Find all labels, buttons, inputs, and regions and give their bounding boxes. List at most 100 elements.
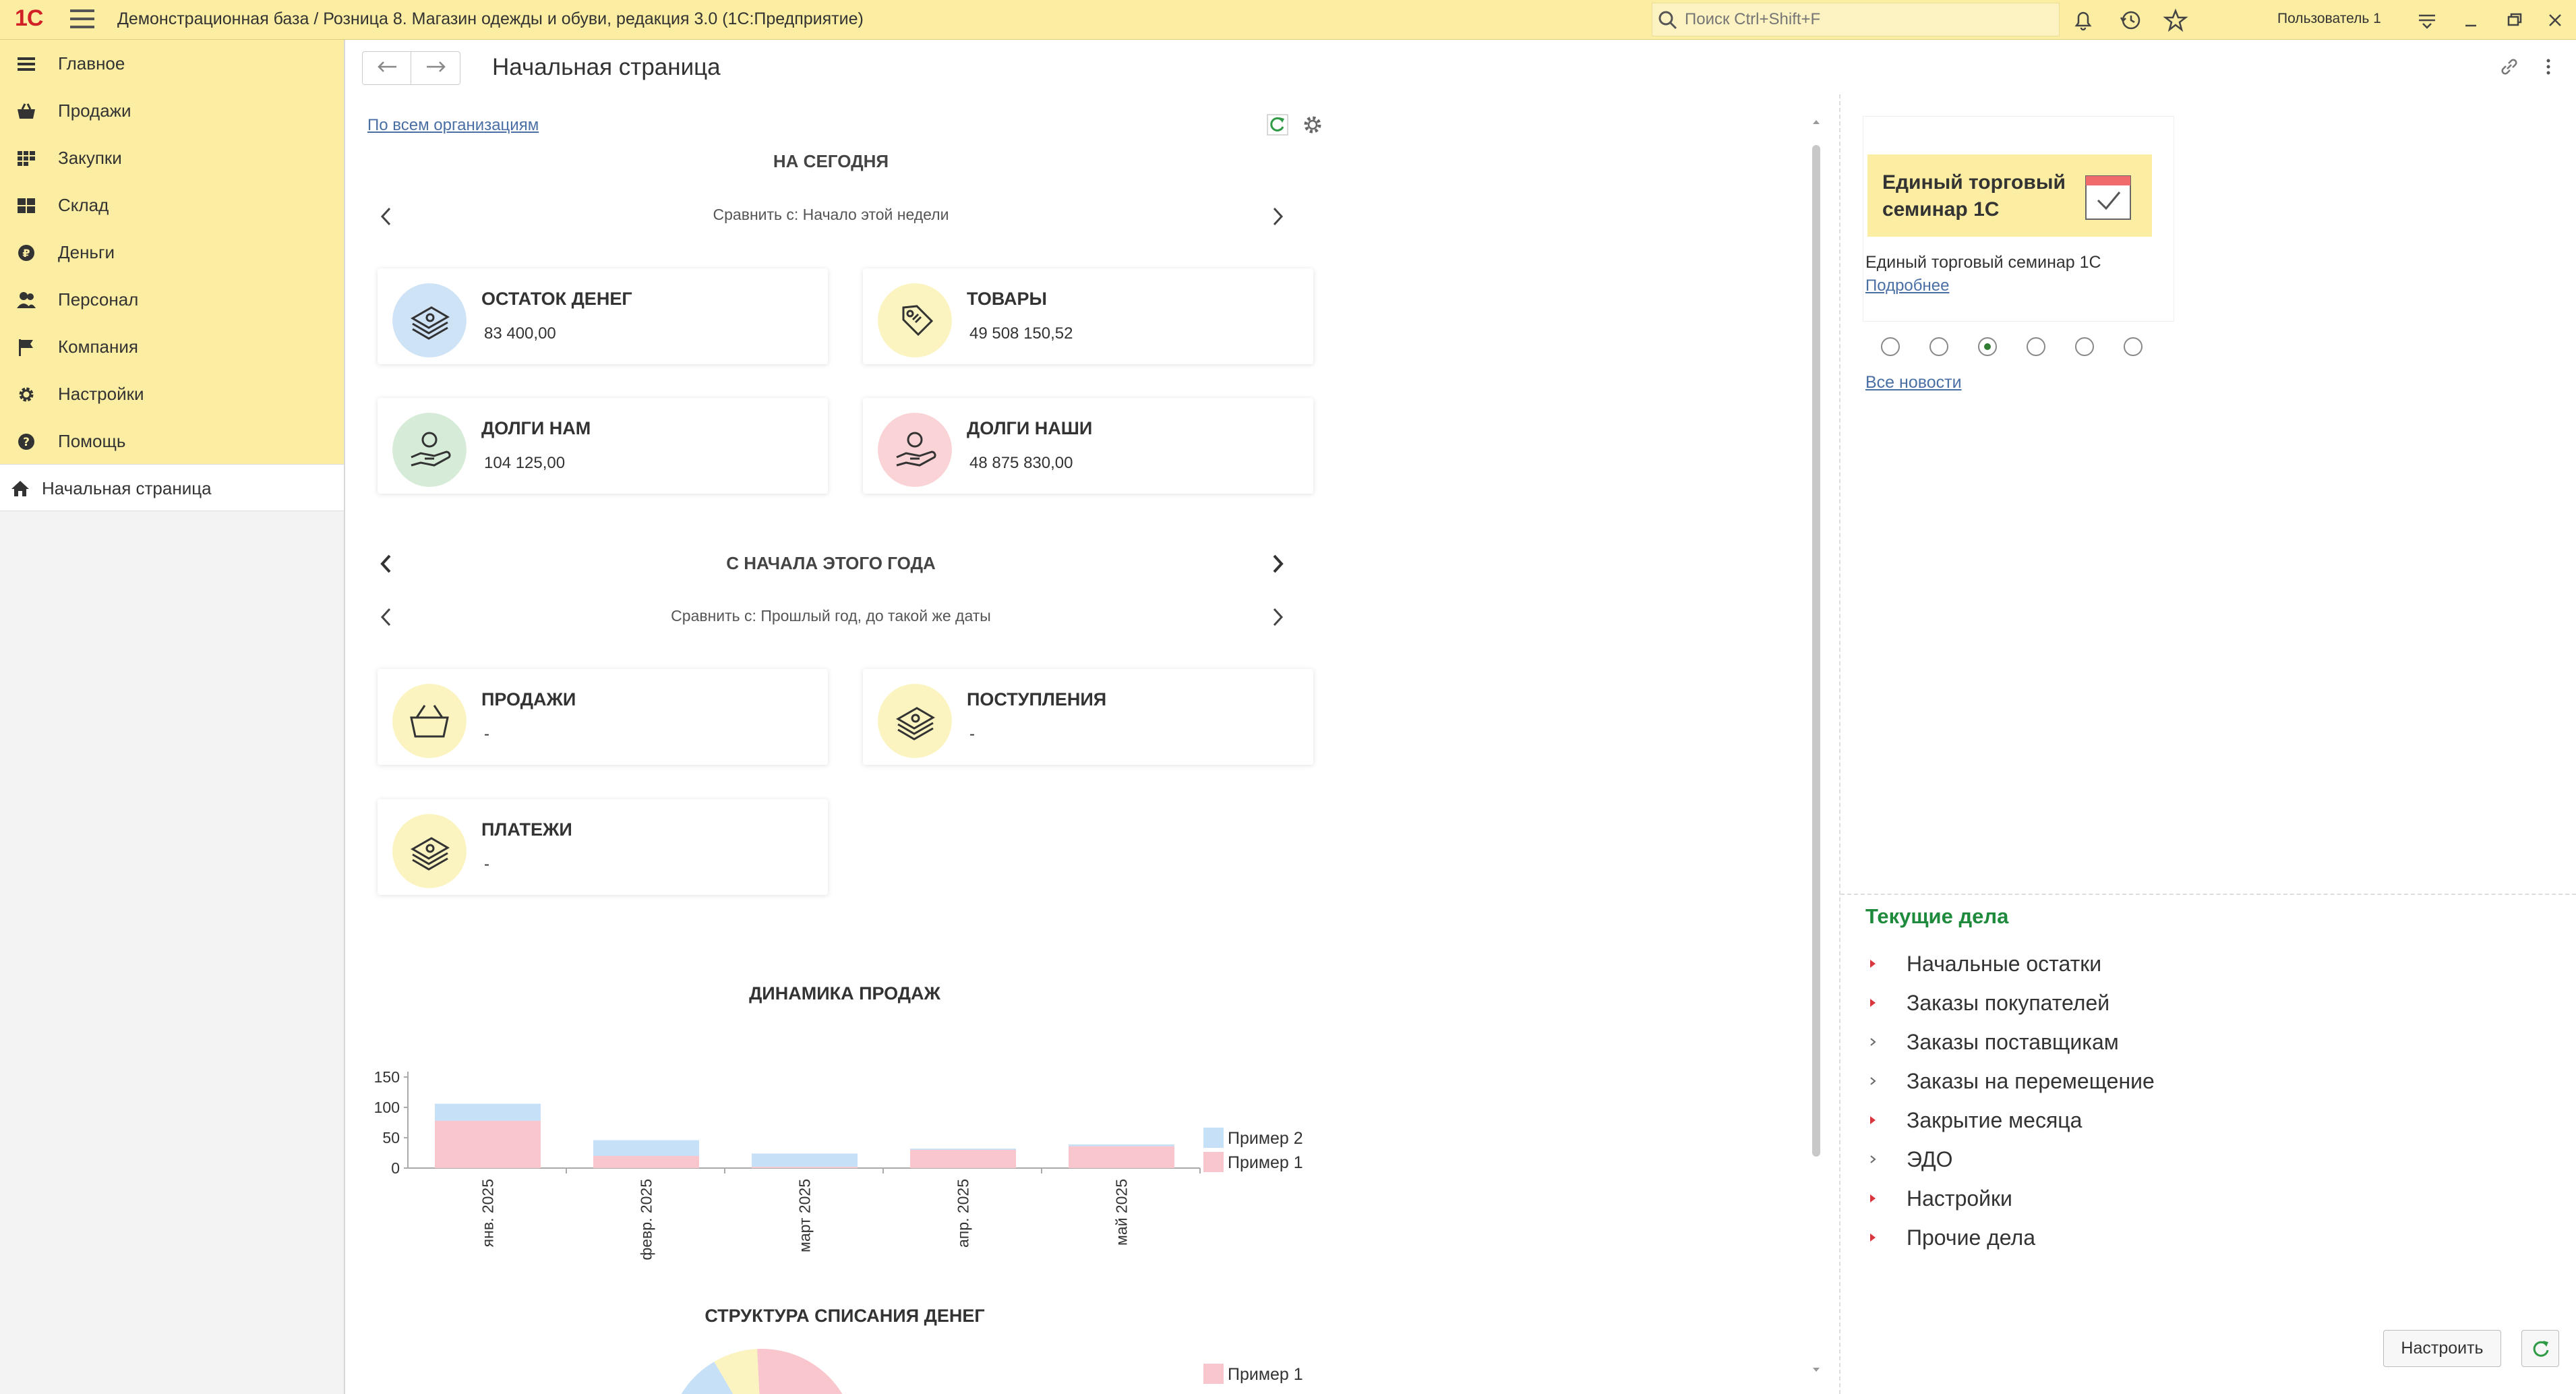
task-item[interactable]: Заказы на перемещение (1867, 1066, 2272, 1100)
main-menu-button[interactable] (70, 9, 94, 30)
task-item[interactable]: Заказы покупателей (1867, 988, 2272, 1022)
help-icon: ? (18, 434, 34, 450)
bar-Пример-2 (752, 1153, 858, 1167)
task-label: Настройки (1907, 1186, 2012, 1211)
task-item[interactable]: Настройки (1867, 1184, 2272, 1217)
x-tick-label: февр. 2025 (638, 1179, 655, 1260)
search-box[interactable] (1652, 3, 2060, 36)
money-stack-icon (878, 684, 952, 758)
carousel-dot[interactable] (2124, 337, 2143, 356)
chevron-right-icon[interactable] (1267, 552, 1288, 576)
link-icon[interactable] (2498, 55, 2521, 78)
sidebar-item-settings[interactable]: Настройки (0, 370, 344, 416)
main-scrollbar[interactable] (1810, 118, 1822, 1376)
sidebar-item-warehouse[interactable]: Склад (0, 181, 344, 227)
bar-Пример-2 (910, 1149, 1016, 1150)
arrow-right-icon (427, 61, 446, 72)
back-button[interactable] (363, 52, 411, 84)
legend-label: Пример 1 (1228, 1153, 1303, 1172)
chevron-right-icon[interactable] (1267, 204, 1288, 229)
refresh-icon (2533, 1341, 2549, 1357)
bell-icon[interactable] (2070, 7, 2097, 34)
hand-coin-icon (878, 413, 952, 487)
sidebar-item-personnel[interactable]: Персонал (0, 276, 344, 322)
sidebar-item-main[interactable]: Главное (0, 40, 344, 86)
sidebar-item-money[interactable]: ₽ Деньги (0, 229, 344, 274)
carousel-dot[interactable] (1881, 337, 1900, 356)
settings-lines-icon[interactable] (2414, 7, 2440, 34)
bar-Пример-1 (752, 1167, 858, 1168)
card-sales[interactable]: ПРОДАЖИ - (378, 669, 828, 765)
sidebar-item-sales[interactable]: Продажи (0, 87, 344, 133)
news-banner-title: Единый торговый семинар 1С (1882, 171, 2066, 221)
sidebar-item-help[interactable]: ? Помощь (0, 417, 344, 463)
compare-period-year[interactable]: Сравнить с: Прошлый год, до такой же дат… (671, 607, 991, 625)
title-bar: 1С Демонстрационная база / Розница 8. Ма… (0, 0, 2576, 40)
card-goods[interactable]: ТОВАРЫ 49 508 150,52 (863, 268, 1313, 364)
bar-Пример-1 (593, 1156, 699, 1168)
all-news-link[interactable]: Все новости (1865, 373, 1962, 392)
task-item[interactable]: Начальные остатки (1867, 949, 2272, 983)
pie-slice (681, 1362, 733, 1394)
panel-divider (1839, 94, 1840, 1394)
people-icon (17, 292, 36, 308)
carousel-dot[interactable] (1929, 337, 1948, 356)
card-payments[interactable]: ПЛАТЕЖИ - (378, 799, 828, 895)
close-icon[interactable] (2542, 7, 2569, 34)
task-item[interactable]: Закрытие месяца (1867, 1105, 2272, 1139)
news-more-link[interactable]: Подробнее (1865, 277, 1950, 295)
gear-icon[interactable] (1301, 113, 1324, 136)
news-banner[interactable]: Единый торговый семинар 1С (1867, 154, 2152, 237)
scroll-thumb[interactable] (1812, 145, 1820, 1157)
minimize-icon[interactable] (2457, 7, 2484, 34)
sidebar-item-purchases[interactable]: Закупки (0, 134, 344, 180)
refresh-icon[interactable] (1266, 113, 1289, 136)
bar-Пример-2 (435, 1103, 541, 1121)
restore-icon[interactable] (2501, 7, 2528, 34)
carousel-dot[interactable] (2027, 337, 2045, 356)
more-icon[interactable] (2542, 57, 2555, 77)
scroll-up-icon[interactable] (1811, 118, 1821, 126)
x-tick-label: апр. 2025 (955, 1179, 972, 1248)
task-label: Закрытие месяца (1907, 1108, 2083, 1132)
carousel-dot[interactable] (2075, 337, 2094, 356)
refresh-tasks-button[interactable] (2521, 1330, 2559, 1367)
card-receivables[interactable]: ДОЛГИ НАМ 104 125,00 (378, 398, 828, 494)
card-payables[interactable]: ДОЛГИ НАШИ 48 875 830,00 (863, 398, 1313, 494)
chevron-left-icon[interactable] (376, 204, 396, 229)
task-item[interactable]: Заказы поставщикам (1867, 1027, 2272, 1061)
user-name[interactable]: Пользователь 1 (2277, 11, 2381, 26)
configure-button[interactable]: Настроить (2383, 1330, 2501, 1367)
news-card[interactable]: Единый торговый семинар 1С (1863, 116, 2174, 322)
compare-period-today[interactable]: Сравнить с: Начало этой недели (713, 206, 949, 223)
star-icon[interactable] (2162, 7, 2189, 34)
sidebar-item-company[interactable]: Компания (0, 323, 344, 369)
organizations-link[interactable]: По всем организациям (367, 116, 539, 134)
task-item[interactable]: Прочие дела (1867, 1223, 2272, 1256)
forward-button[interactable] (412, 52, 460, 84)
sidebar-item-home[interactable]: Начальная страница (0, 464, 344, 511)
search-input[interactable] (1683, 9, 2047, 30)
task-item[interactable]: ЭДО (1867, 1144, 2272, 1178)
card-title: ТОВАРЫ (967, 289, 1047, 309)
cash-write-off-chart: Пример 1 (681, 1349, 1303, 1394)
card-title: ОСТАТОК ДЕНЕГ (481, 289, 632, 309)
chevron-left-icon[interactable] (376, 552, 396, 576)
chevron-right-icon[interactable] (1267, 605, 1288, 629)
basket-icon (18, 103, 35, 119)
card-receipts[interactable]: ПОСТУПЛЕНИЯ - (863, 669, 1313, 765)
news-description: Единый торговый семинар 1С (1865, 253, 2101, 272)
sections-panel: Главное Продажи Закупки Склад ₽ Деньги П… (0, 40, 344, 464)
menu-lines-icon (18, 57, 35, 71)
price-tag-icon (878, 283, 952, 357)
history-icon[interactable] (2117, 7, 2144, 34)
scroll-down-icon[interactable] (1811, 1366, 1821, 1374)
chevron-left-icon[interactable] (376, 605, 396, 629)
svg-text:?: ? (23, 436, 30, 449)
card-cash-balance[interactable]: ОСТАТОК ДЕНЕГ 83 400,00 (378, 268, 828, 364)
expand-arrow-icon (1870, 1116, 1876, 1124)
legend-label: Пример 1 (1228, 1365, 1303, 1384)
x-tick-label: май 2025 (1113, 1179, 1131, 1246)
carousel-dot-active[interactable] (1978, 337, 1997, 356)
app-logo: 1С (15, 5, 43, 31)
